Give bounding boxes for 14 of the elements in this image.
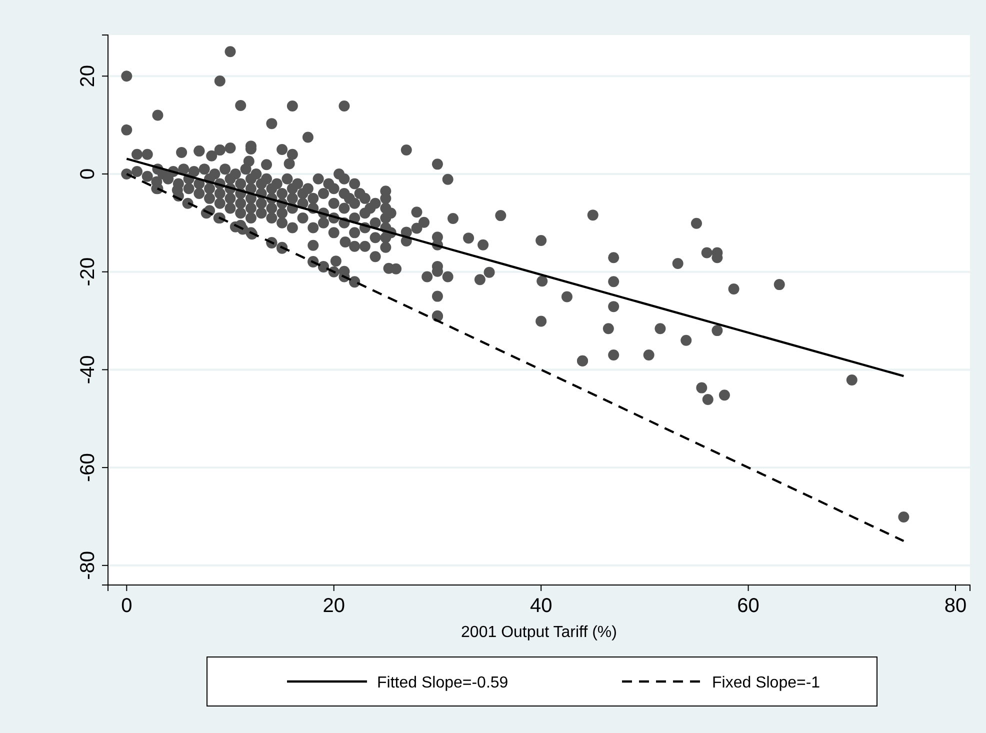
- x-tick-label: 60: [737, 595, 760, 617]
- y-tick-label: -60: [77, 453, 99, 482]
- x-tick-label: 40: [530, 595, 552, 617]
- x-tick-label: 20: [322, 595, 345, 617]
- y-tick-label: -40: [77, 355, 99, 384]
- x-tick-label: 0: [121, 595, 132, 617]
- y-tick-label: 0: [77, 168, 99, 180]
- y-tick-label: -20: [77, 257, 99, 286]
- y-tick-label: 20: [77, 64, 99, 88]
- x-tick-label: 80: [944, 595, 967, 617]
- y-tick-label: -80: [77, 550, 99, 580]
- legend-label: Fixed Slope=-1: [712, 674, 820, 692]
- x-axis-title: 2001 Output Tariff (%): [461, 624, 617, 641]
- legend-label: Fitted Slope=-0.59: [377, 674, 508, 692]
